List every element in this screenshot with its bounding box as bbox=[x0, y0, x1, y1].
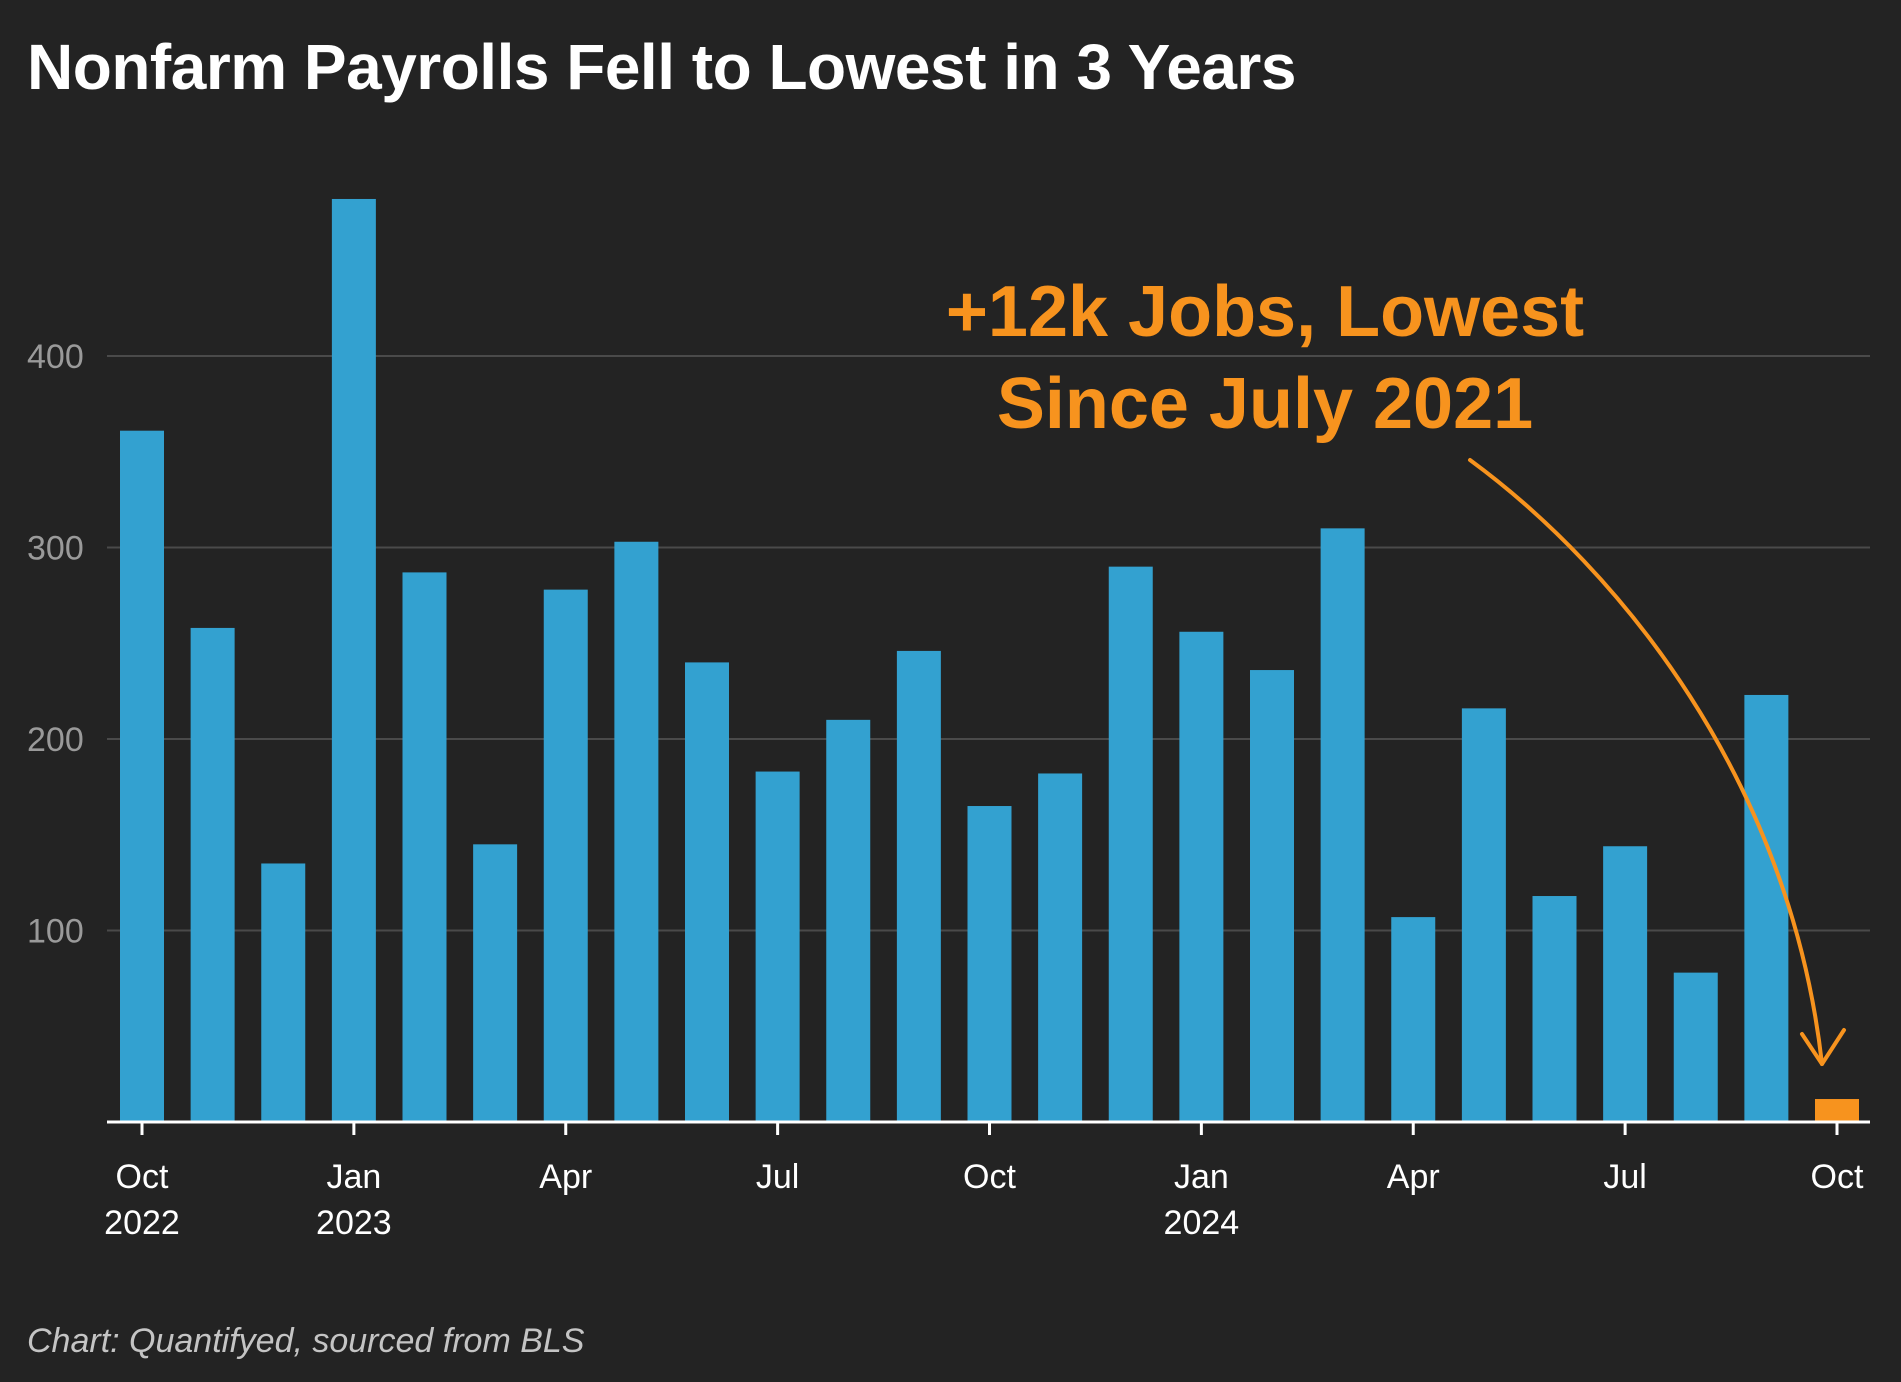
x-tick-label-year: 2022 bbox=[104, 1204, 180, 1242]
y-axis-tick-labels: 100 200 300 400 bbox=[27, 338, 84, 951]
y-tick-label-200: 200 bbox=[27, 721, 84, 759]
bar bbox=[190, 627, 235, 1122]
bar bbox=[614, 541, 659, 1122]
bar bbox=[1108, 566, 1153, 1122]
x-tick-label-month: Apr bbox=[1387, 1158, 1440, 1196]
annotation-text-line: Since July 2021 bbox=[997, 364, 1533, 444]
bar bbox=[1038, 773, 1083, 1122]
x-tick-label-month: Apr bbox=[539, 1158, 592, 1196]
bar bbox=[1250, 670, 1294, 1122]
bar bbox=[755, 771, 800, 1122]
highlighted-bar bbox=[1815, 1099, 1859, 1122]
annotation-arrow bbox=[1468, 458, 1824, 1066]
bar bbox=[1461, 708, 1506, 1122]
annotation-text-line: +12k Jobs, Lowest bbox=[946, 272, 1584, 352]
x-tick-label-year: 2023 bbox=[316, 1204, 392, 1242]
bar bbox=[1320, 528, 1365, 1122]
bar bbox=[1744, 694, 1789, 1122]
bar bbox=[1179, 631, 1224, 1122]
bar bbox=[826, 719, 871, 1122]
x-tick-label-month: Oct bbox=[1811, 1158, 1864, 1196]
bar bbox=[331, 198, 376, 1123]
y-tick-label-100: 100 bbox=[27, 913, 84, 951]
bar bbox=[1673, 972, 1718, 1122]
x-tick-label-month: Jul bbox=[1603, 1158, 1646, 1196]
annotation: +12k Jobs, Lowest Since July 2021 bbox=[946, 272, 1846, 1066]
chart-source-note: Chart: Quantifyed, sourced from BLS bbox=[27, 1322, 585, 1360]
annotation-arrowhead bbox=[1800, 1028, 1846, 1066]
bar bbox=[1391, 917, 1436, 1122]
bar bbox=[261, 863, 306, 1122]
bar bbox=[967, 806, 1012, 1122]
bar bbox=[1603, 846, 1648, 1122]
x-tick-label-month: Oct bbox=[116, 1158, 169, 1196]
bar bbox=[473, 844, 518, 1122]
x-tick-label-year: 2024 bbox=[1164, 1204, 1240, 1242]
bar bbox=[543, 589, 588, 1122]
bars bbox=[120, 198, 1859, 1123]
bar bbox=[402, 572, 447, 1122]
x-tick-label-month: Oct bbox=[963, 1158, 1016, 1196]
x-tick-label-month: Jan bbox=[1174, 1158, 1229, 1196]
x-axis-tick-labels: Oct 2022 Jan 2023 Apr Jul Oct Jan 2024 Apr Jul Oct bbox=[104, 1122, 1864, 1242]
y-tick-label-300: 300 bbox=[27, 530, 84, 568]
bar bbox=[1532, 896, 1577, 1122]
x-tick-label-month: Jul bbox=[756, 1158, 799, 1196]
bar bbox=[120, 430, 164, 1122]
y-tick-label-400: 400 bbox=[27, 338, 84, 376]
bar bbox=[685, 662, 729, 1122]
chart-title: Nonfarm Payrolls Fell to Lowest in 3 Yea… bbox=[27, 31, 1296, 103]
bar bbox=[896, 650, 941, 1122]
x-tick-label-month: Jan bbox=[326, 1158, 381, 1196]
